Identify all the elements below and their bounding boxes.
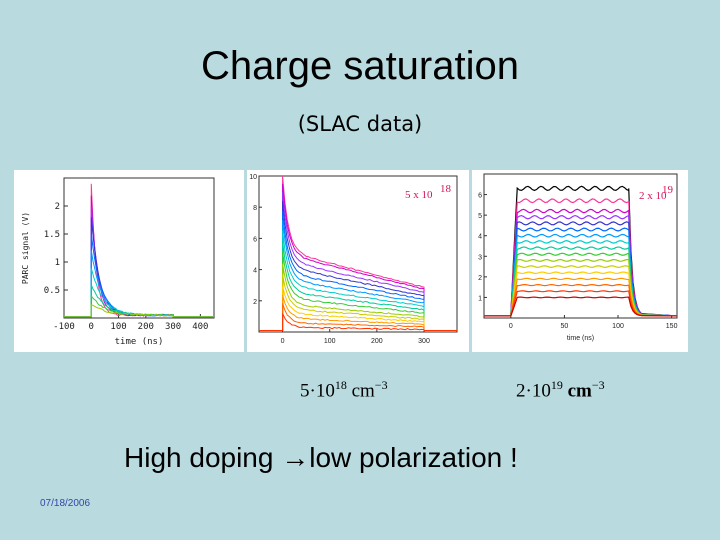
chart2-ytick-label: 10 (249, 174, 257, 181)
chart3-ytick-label: 5 (478, 213, 482, 220)
chart2-annotation-exp: 18 (440, 183, 452, 195)
chart2-ytick-label: 6 (253, 236, 257, 243)
chart1-ylabel: PARC signal (V) (21, 212, 30, 284)
chart2-xtick-label: 200 (371, 338, 383, 345)
chart1-ytick-label: 1 (55, 258, 60, 268)
chart-2-svg: 2468100 100 200 3005 x 10 18 (247, 170, 469, 352)
doping-label-right: 2·1019 cm−3 (516, 378, 605, 402)
chart2-series-line (259, 241, 457, 330)
chart2-xtick-label: 0 (281, 338, 285, 345)
chart3-ytick-label: 3 (478, 254, 482, 261)
chart1-series-line (64, 285, 214, 317)
chart1-frame (64, 178, 214, 318)
doping-label-left: 5·1018 cm−3 (300, 378, 388, 402)
doping-label-left-unit: cm (352, 380, 375, 401)
chart1-xtick-label: 200 (138, 322, 154, 332)
doping-label-right-unit: cm (568, 380, 592, 401)
chart1-series-line (64, 268, 214, 317)
doping-label-left-base: 10 (316, 380, 335, 401)
slide-title: Charge saturation (0, 44, 720, 89)
chart1-ytick-label: 2 (55, 202, 60, 212)
chart1-series-line (64, 250, 214, 317)
doping-label-left-exp: 18 (335, 378, 347, 392)
doping-label-right-unitexp: −3 (592, 378, 605, 392)
chart2-ytick-label: 2 (253, 299, 257, 306)
chart3-ytick-label: 6 (478, 193, 482, 200)
doping-label-right-exp: 19 (551, 378, 563, 392)
slide-subtitle: (SLAC data) (0, 112, 720, 136)
chart1-xtick-label: -100 (53, 322, 75, 332)
conclusion-text: High doping →low polarization ! (124, 442, 518, 474)
chart3-ytick-label: 2 (478, 275, 482, 282)
doping-label-left-unitexp: −3 (375, 378, 388, 392)
chart-panel-2e19: 1 2 3 4 5 6 0 50 100 150 time (ns) 2 x 10 19 (472, 170, 688, 352)
chart1-xtick-label: 300 (165, 322, 181, 332)
chart2-series-line (259, 303, 457, 330)
chart2-series-line (259, 184, 457, 331)
chart-1-svg: 0.5 1 1.5 2 -100 0 100 200 300 400 time (ns) PARC s… (14, 170, 244, 352)
chart3-xlabel: time (ns) (567, 335, 594, 342)
chart1-xtick-label: 0 (89, 322, 94, 332)
chart1-ytick-label: 1.5 (44, 230, 60, 240)
chart1-xtick-label: 100 (110, 322, 126, 332)
chart-panel-low-doping: 0.5 1 1.5 2 -100 0 100 200 300 400 time (ns) PARC s… (14, 170, 244, 352)
chart2-xtick-label: 100 (324, 338, 336, 345)
chart3-ytick-label: 4 (478, 234, 482, 241)
chart-panel-5e18: 2 4 6 8 10 0 100 200 300 5 x 10 18 (247, 170, 469, 352)
chart3-annotation-exp: 19 (662, 184, 674, 196)
chart3-xtick-label: 0 (509, 323, 513, 330)
chart2-ytick-label: 8 (253, 205, 257, 212)
doping-label-right-coef: 2 (516, 380, 526, 401)
chart1-ytick-label: 0.5 (44, 286, 60, 296)
chart1-series-line (64, 196, 214, 317)
chart1-series-line (64, 234, 214, 317)
chart3-ytick-label: 1 (478, 295, 482, 302)
chart3-xtick-label: 150 (666, 323, 678, 330)
slide-date: 07/18/2006 (40, 498, 90, 509)
chart1-xlabel: time (ns) (115, 337, 164, 347)
chart-3-svg: 1 2 3 4 5 6 0 50 100 150 time (ns) 2 x 1019 (472, 170, 688, 352)
chart1-series-line (64, 184, 214, 317)
chart3-xtick-label: 50 (561, 323, 569, 330)
chart1-series-line (64, 207, 214, 317)
doping-label-right-base: 10 (532, 380, 551, 401)
chart1-series-line (64, 217, 214, 317)
chart2-ytick-label: 4 (253, 268, 257, 275)
chart2-series-line (259, 295, 457, 331)
chart1-xtick-label: 400 (192, 322, 208, 332)
chart3-xtick-label: 100 (612, 323, 624, 330)
chart2-annotation: 5 x 10 (405, 189, 433, 201)
doping-label-left-coef: 5 (300, 380, 310, 401)
chart2-xtick-label: 300 (418, 338, 430, 345)
